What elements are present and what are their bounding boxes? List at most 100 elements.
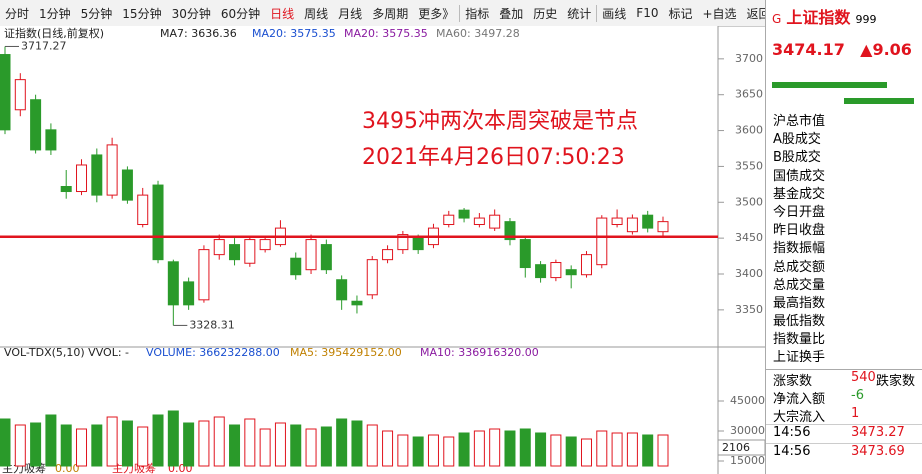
candle-body bbox=[121, 169, 133, 201]
tab[interactable]: +自选 bbox=[702, 6, 737, 21]
tab[interactable]: 月线 bbox=[338, 6, 363, 21]
tab[interactable]: 分时 bbox=[5, 6, 30, 21]
volume-bar bbox=[550, 434, 562, 467]
stat-label: 最高指数 bbox=[773, 295, 826, 311]
candle-body bbox=[458, 209, 470, 219]
candle-body bbox=[443, 214, 455, 226]
indicator: MA60: 3497.28 bbox=[436, 27, 520, 40]
tab[interactable]: 指标 bbox=[459, 4, 494, 22]
annotation: 2021年4月26日07:50:23 bbox=[362, 145, 625, 170]
y-tick-label: 3650 bbox=[735, 88, 763, 101]
tab[interactable]: 60分钟 bbox=[220, 6, 261, 21]
candle-body bbox=[657, 221, 669, 233]
volume-header: VOLUME: 366232288.00 bbox=[146, 346, 280, 359]
y-tick-label: 3500 bbox=[735, 195, 763, 208]
tab[interactable]: 周线 bbox=[304, 6, 329, 21]
tick-cell: 14:56 bbox=[773, 425, 811, 441]
volume-bar bbox=[320, 426, 332, 467]
volume-bar bbox=[274, 422, 286, 467]
volume-bar bbox=[366, 424, 378, 467]
tab[interactable]: 统计 bbox=[567, 6, 592, 21]
stat-label: 今日开盘 bbox=[773, 204, 826, 220]
tab[interactable]: 30分钟 bbox=[171, 6, 211, 21]
volume-bar bbox=[642, 434, 654, 467]
candle-body bbox=[504, 221, 516, 241]
volume-bar bbox=[121, 420, 133, 467]
volume-bar bbox=[351, 420, 363, 467]
indicator: MA20: 3575.35 bbox=[252, 27, 336, 40]
y-tick-label: 3350 bbox=[735, 303, 763, 316]
candle-body bbox=[626, 217, 638, 233]
footer: 主力吸筹 bbox=[112, 461, 156, 474]
candle-body bbox=[366, 259, 378, 296]
candle-body bbox=[473, 217, 485, 226]
volume-bar bbox=[167, 410, 179, 467]
stat-row: 大宗流入 1 bbox=[766, 406, 922, 425]
candle-body bbox=[213, 239, 225, 256]
tab[interactable]: 15分钟 bbox=[122, 6, 162, 21]
volume-bar bbox=[397, 434, 409, 467]
chart: 证指数(日线,前复权) 3495冲两次本周突破是节点 2021年4月26日07:… bbox=[0, 26, 765, 474]
volume-bar bbox=[76, 428, 88, 467]
y-tick-label: 3600 bbox=[735, 124, 763, 137]
toolbar: 分时 1分钟 5分钟 15分钟 30分钟 60分钟 日线 周线 月线 多周期 更多》 指标 叠加 历史 统计… bbox=[0, 0, 771, 27]
volume-bar bbox=[458, 432, 470, 467]
candle-body bbox=[565, 269, 577, 276]
stat-label: A股成交 bbox=[773, 132, 821, 148]
tab[interactable]: 多周期 bbox=[372, 6, 409, 21]
tick-cell: 3473.69 bbox=[851, 444, 905, 460]
annotation: 3495冲两次本周突破是节点 bbox=[362, 109, 638, 134]
candle-body bbox=[336, 279, 348, 301]
tab[interactable]: 返回 bbox=[746, 6, 771, 21]
volume-bar bbox=[229, 424, 241, 467]
candle-body bbox=[642, 214, 654, 229]
candle-body bbox=[60, 186, 72, 193]
value-box-label: 2106 bbox=[722, 441, 750, 454]
bars bbox=[766, 70, 922, 110]
stat-label: 上证换手 bbox=[773, 350, 826, 366]
y-tick-label: 3450 bbox=[735, 231, 763, 244]
candle-body bbox=[229, 244, 241, 261]
candle-body bbox=[259, 239, 271, 251]
stat-label: 最低指数 bbox=[773, 314, 826, 330]
volume-bar bbox=[504, 430, 516, 467]
tab[interactable]: 历史 bbox=[533, 6, 558, 21]
y-tick-label: 30000 bbox=[730, 424, 765, 437]
volume-bar bbox=[14, 424, 26, 467]
candle-body bbox=[30, 99, 42, 151]
stat-label: 指数量比 bbox=[773, 332, 826, 348]
code: 999 bbox=[855, 13, 877, 26]
candle-body bbox=[320, 244, 332, 271]
tab[interactable]: 1分钟 bbox=[39, 6, 71, 21]
candle-body bbox=[382, 249, 394, 261]
volume-bar bbox=[596, 430, 608, 467]
stat-label: 国债成交 bbox=[773, 168, 826, 184]
tick-cell: 14:56 bbox=[773, 444, 811, 460]
tab[interactable]: F10 bbox=[636, 6, 659, 20]
tab[interactable]: 画线 bbox=[596, 4, 631, 22]
tab[interactable]: 标记 bbox=[668, 6, 693, 21]
tick-row: 14:56 3473.27 bbox=[766, 424, 922, 443]
candle-body bbox=[489, 214, 501, 229]
candle-body bbox=[611, 217, 623, 226]
candle-body bbox=[550, 262, 562, 279]
stat-row: 净流入额 -6 bbox=[766, 388, 922, 407]
tab[interactable]: 5分钟 bbox=[80, 6, 113, 21]
tab[interactable]: 叠加 bbox=[499, 6, 524, 21]
tab[interactable]: 更多》 bbox=[418, 6, 455, 21]
volume-bar bbox=[412, 436, 424, 467]
tab[interactable]: 日线 bbox=[270, 6, 295, 21]
volume-bar bbox=[626, 432, 638, 467]
candle-body bbox=[137, 194, 149, 226]
stat-cell: 净流入额 bbox=[773, 391, 826, 407]
tick-row: 14:56 3473.69 bbox=[766, 443, 922, 462]
volume-header: VOL-TDX(5,10) VVOL: - bbox=[4, 346, 129, 359]
min-label: 3328.31 bbox=[189, 318, 235, 331]
stat-label: 昨日收盘 bbox=[773, 223, 826, 239]
stat-label: 沪总市值 bbox=[773, 114, 826, 129]
volume-header: MA5: 395429152.00 bbox=[290, 346, 402, 359]
y-tick-label: 45000 bbox=[730, 394, 765, 407]
candle-body bbox=[305, 239, 317, 271]
volume-bar bbox=[535, 432, 547, 467]
y-tick-label: 3700 bbox=[735, 52, 763, 65]
